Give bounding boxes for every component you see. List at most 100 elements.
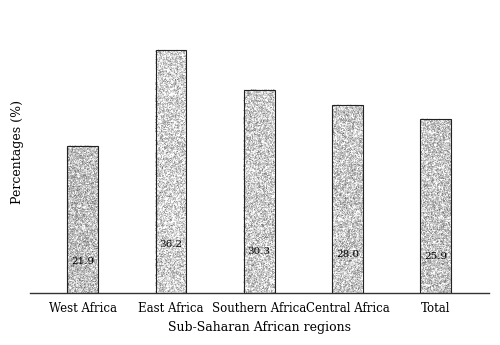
- Point: [64, 225, 72, 230]
- Point: [86, 159, 94, 165]
- Point: [346, 161, 354, 166]
- Point: [334, 207, 342, 213]
- Point: [260, 134, 268, 139]
- Point: [76, 175, 84, 180]
- Point: [174, 174, 182, 179]
- Point: [348, 115, 356, 120]
- Point: [433, 275, 441, 281]
- Point: [428, 255, 436, 261]
- Point: [178, 108, 186, 114]
- Point: [438, 246, 446, 251]
- Point: [64, 272, 72, 277]
- Point: [416, 142, 424, 148]
- Point: [68, 147, 76, 153]
- Point: [352, 178, 360, 184]
- Point: [440, 148, 448, 154]
- Point: [64, 214, 72, 220]
- Point: [356, 148, 364, 154]
- Point: [343, 249, 351, 254]
- Point: [158, 51, 166, 57]
- Point: [338, 149, 345, 154]
- Point: [442, 234, 450, 239]
- Point: [356, 170, 364, 176]
- Point: [444, 136, 452, 141]
- Point: [245, 118, 253, 124]
- Point: [263, 208, 271, 214]
- Point: [70, 206, 78, 211]
- Point: [424, 198, 432, 204]
- Point: [444, 228, 452, 233]
- Point: [83, 174, 91, 179]
- Point: [254, 146, 262, 151]
- Point: [154, 183, 162, 188]
- Point: [156, 57, 164, 63]
- Point: [346, 148, 354, 153]
- Point: [256, 128, 264, 134]
- Point: [167, 194, 175, 199]
- Point: [82, 144, 90, 149]
- Point: [175, 104, 183, 110]
- Point: [332, 155, 340, 160]
- Point: [158, 256, 166, 262]
- Point: [332, 113, 340, 118]
- Point: [64, 159, 72, 164]
- Point: [268, 113, 276, 118]
- Point: [86, 197, 94, 202]
- Point: [172, 133, 180, 139]
- Point: [266, 91, 274, 96]
- Point: [254, 283, 262, 288]
- Point: [152, 205, 160, 211]
- Point: [176, 130, 184, 136]
- Point: [66, 215, 74, 220]
- Point: [420, 242, 428, 247]
- Point: [80, 158, 88, 163]
- Point: [169, 81, 177, 87]
- Point: [69, 150, 77, 156]
- Point: [80, 214, 88, 219]
- Point: [436, 268, 444, 274]
- Point: [442, 193, 450, 199]
- Point: [444, 238, 452, 243]
- Point: [66, 187, 74, 193]
- Point: [89, 177, 97, 182]
- Point: [441, 171, 449, 177]
- Point: [266, 275, 274, 280]
- Point: [430, 267, 438, 273]
- Point: [168, 223, 175, 228]
- Point: [243, 227, 251, 232]
- Point: [77, 189, 85, 195]
- Point: [162, 156, 170, 161]
- Point: [349, 221, 357, 227]
- Point: [268, 253, 276, 258]
- Point: [343, 124, 351, 129]
- Point: [420, 200, 428, 205]
- Point: [158, 92, 166, 98]
- Point: [90, 168, 98, 174]
- Point: [441, 197, 449, 203]
- Point: [328, 218, 336, 223]
- Point: [342, 181, 350, 187]
- Point: [180, 49, 188, 54]
- Point: [162, 205, 170, 210]
- Point: [82, 181, 90, 187]
- Point: [328, 218, 336, 223]
- Point: [424, 279, 432, 284]
- Point: [174, 147, 182, 153]
- Point: [166, 207, 174, 212]
- Point: [158, 195, 166, 201]
- Point: [94, 241, 102, 247]
- Point: [251, 242, 259, 248]
- Point: [159, 136, 167, 142]
- Point: [81, 183, 89, 189]
- Point: [64, 235, 72, 240]
- Point: [241, 103, 249, 108]
- Point: [80, 243, 88, 248]
- Point: [180, 283, 188, 288]
- Point: [264, 136, 272, 141]
- Point: [246, 161, 254, 166]
- Point: [254, 143, 262, 149]
- Point: [266, 256, 274, 261]
- Point: [432, 288, 440, 294]
- Point: [246, 236, 254, 242]
- Point: [82, 212, 90, 218]
